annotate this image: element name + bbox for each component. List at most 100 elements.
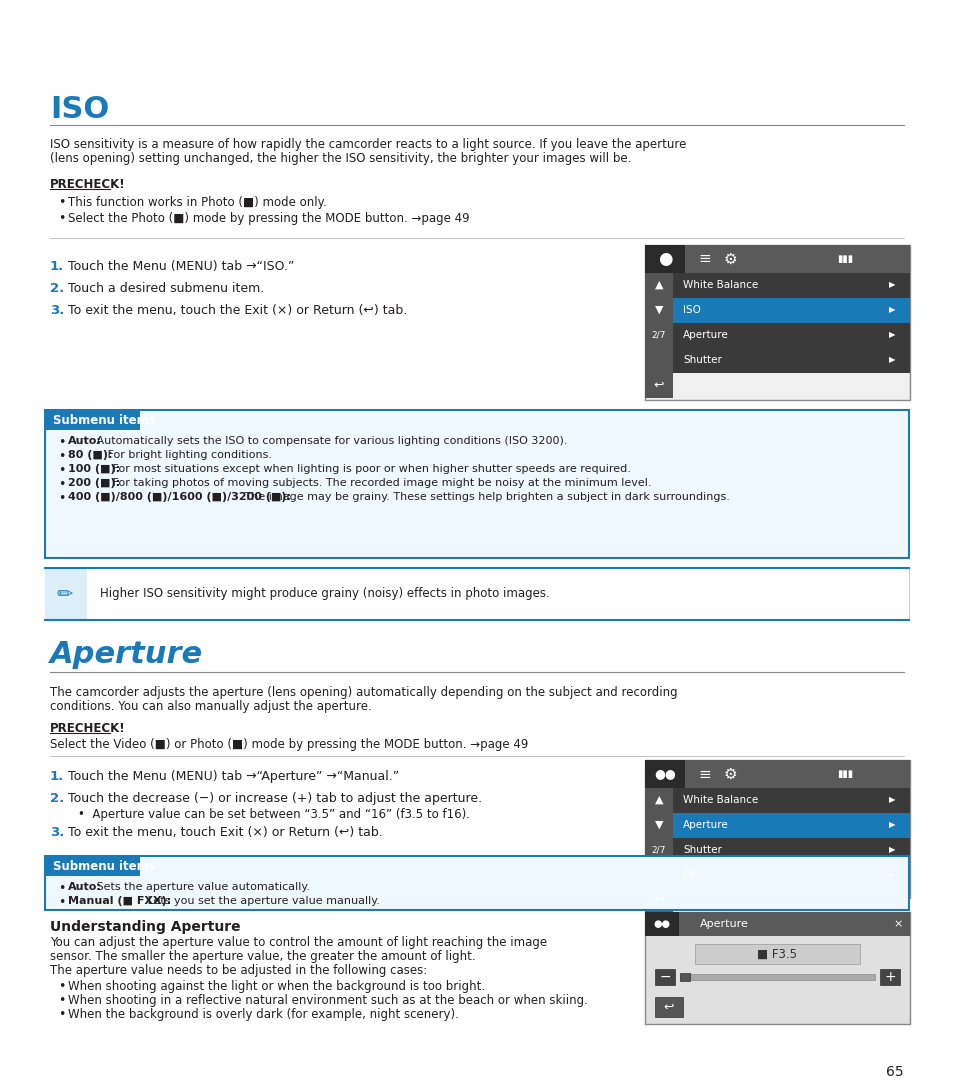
Text: ISO: ISO [50,95,110,124]
Text: •: • [58,212,66,225]
Text: ▶: ▶ [888,871,894,879]
FancyBboxPatch shape [45,856,140,876]
FancyBboxPatch shape [672,838,909,863]
Text: Submenu items: Submenu items [53,860,155,873]
Text: ⚙: ⚙ [722,252,736,266]
FancyBboxPatch shape [879,969,899,985]
FancyBboxPatch shape [672,348,909,373]
Text: •: • [58,882,66,895]
Text: 2/7: 2/7 [651,331,665,339]
FancyBboxPatch shape [644,348,672,373]
Text: ↩: ↩ [653,894,663,907]
Text: ▲: ▲ [654,795,662,805]
Text: ▶: ▶ [888,846,894,854]
Text: Understanding Aperture: Understanding Aperture [50,920,240,934]
Text: ≡: ≡ [698,767,711,781]
Text: ↩: ↩ [663,1000,674,1014]
Text: Sets the aperture value automatically.: Sets the aperture value automatically. [93,882,310,892]
FancyBboxPatch shape [672,863,909,888]
Text: For bright lighting conditions.: For bright lighting conditions. [104,449,272,460]
Text: 1.: 1. [50,260,64,273]
Text: Auto:: Auto: [68,882,102,892]
Text: •: • [58,436,66,449]
Text: ▮▮▮: ▮▮▮ [836,254,852,264]
Text: White Balance: White Balance [682,280,758,290]
Text: •: • [58,449,66,463]
FancyBboxPatch shape [644,912,909,936]
Text: Select the Video (■) or Photo (■) mode by pressing the MODE button. →page 49: Select the Video (■) or Photo (■) mode b… [50,738,528,751]
Text: Higher ISO sensitivity might produce grainy (noisy) effects in photo images.: Higher ISO sensitivity might produce gra… [100,587,549,600]
Text: Aperture: Aperture [700,919,748,930]
Text: Touch the Menu (MENU) tab →“ISO.”: Touch the Menu (MENU) tab →“ISO.” [68,260,294,273]
Text: Select the Photo (■) mode by pressing the MODE button. →page 49: Select the Photo (■) mode by pressing th… [68,212,469,225]
Text: ⨯: ⨯ [892,919,902,930]
Text: 65: 65 [885,1065,903,1079]
FancyBboxPatch shape [45,410,140,430]
Text: •: • [58,896,66,909]
Text: •: • [58,994,66,1007]
FancyBboxPatch shape [655,997,682,1017]
Text: When shooting against the light or when the background is too bright.: When shooting against the light or when … [68,980,485,993]
Text: Aperture: Aperture [682,820,728,830]
Text: Automatically sets the ISO to compensate for various lighting conditions (ISO 32: Automatically sets the ISO to compensate… [93,436,567,446]
FancyBboxPatch shape [644,760,684,788]
Text: •: • [58,478,66,491]
Text: −: − [659,970,670,984]
FancyBboxPatch shape [695,944,859,964]
Text: The image may be grainy. These settings help brighten a subject in dark surround: The image may be grainy. These settings … [241,492,729,502]
Text: ↩: ↩ [653,379,663,392]
Text: ■ F3.5: ■ F3.5 [757,947,796,960]
FancyBboxPatch shape [644,813,672,838]
FancyBboxPatch shape [644,863,672,888]
Text: Auto:: Auto: [68,436,102,446]
Text: •: • [58,196,66,209]
FancyBboxPatch shape [644,273,672,298]
Text: When the background is overly dark (for example, night scenery).: When the background is overly dark (for … [68,1008,458,1021]
FancyBboxPatch shape [45,856,908,910]
Text: EV: EV [682,870,696,880]
Text: •: • [58,492,66,505]
FancyBboxPatch shape [672,813,909,838]
Text: ●●: ●● [653,919,670,930]
Text: The camcorder adjusts the aperture (lens opening) automatically depending on the: The camcorder adjusts the aperture (lens… [50,686,677,699]
Text: PRECHECK!: PRECHECK! [50,722,126,735]
FancyBboxPatch shape [644,298,672,323]
FancyBboxPatch shape [644,838,672,863]
Text: ▶: ▶ [888,356,894,364]
Text: ISO: ISO [682,305,700,315]
Text: Shutter: Shutter [682,355,721,365]
FancyBboxPatch shape [644,888,672,913]
Text: +: + [883,970,895,984]
FancyBboxPatch shape [644,760,909,788]
Text: Manual (■ FXX):: Manual (■ FXX): [68,896,172,906]
Text: •: • [58,1008,66,1021]
Text: ▶: ▶ [888,795,894,804]
Text: Aperture: Aperture [50,640,203,669]
Text: 1.: 1. [50,770,64,783]
Text: 3.: 3. [50,304,64,317]
Text: To exit the menu, touch the Exit (⨯) or Return (↩) tab.: To exit the menu, touch the Exit (⨯) or … [68,304,407,317]
FancyBboxPatch shape [644,912,909,1024]
Text: To exit the menu, touch Exit (⨯) or Return (↩) tab.: To exit the menu, touch Exit (⨯) or Retu… [68,826,382,839]
Text: 80 (■):: 80 (■): [68,449,112,460]
Text: 2.: 2. [50,792,64,805]
FancyBboxPatch shape [679,973,689,981]
FancyBboxPatch shape [644,323,672,348]
Text: ▮▮▮: ▮▮▮ [836,769,852,779]
FancyBboxPatch shape [644,245,909,400]
Text: ▲: ▲ [654,280,662,290]
FancyBboxPatch shape [45,568,87,620]
Text: Touch the decrease (−) or increase (+) tab to adjust the aperture.: Touch the decrease (−) or increase (+) t… [68,792,481,805]
Text: ▶: ▶ [888,331,894,339]
Text: When shooting in a reflective natural environment such as at the beach or when s: When shooting in a reflective natural en… [68,994,587,1007]
FancyBboxPatch shape [644,245,684,273]
Text: ●: ● [657,250,672,268]
Text: ✏: ✏ [57,585,73,603]
Text: Lets you set the aperture value manually.: Lets you set the aperture value manually… [144,896,380,906]
Text: Shutter: Shutter [682,846,721,855]
FancyBboxPatch shape [45,568,908,620]
FancyBboxPatch shape [672,323,909,348]
Text: 2.: 2. [50,281,64,295]
Text: 2/7: 2/7 [651,846,665,854]
FancyBboxPatch shape [672,298,909,323]
